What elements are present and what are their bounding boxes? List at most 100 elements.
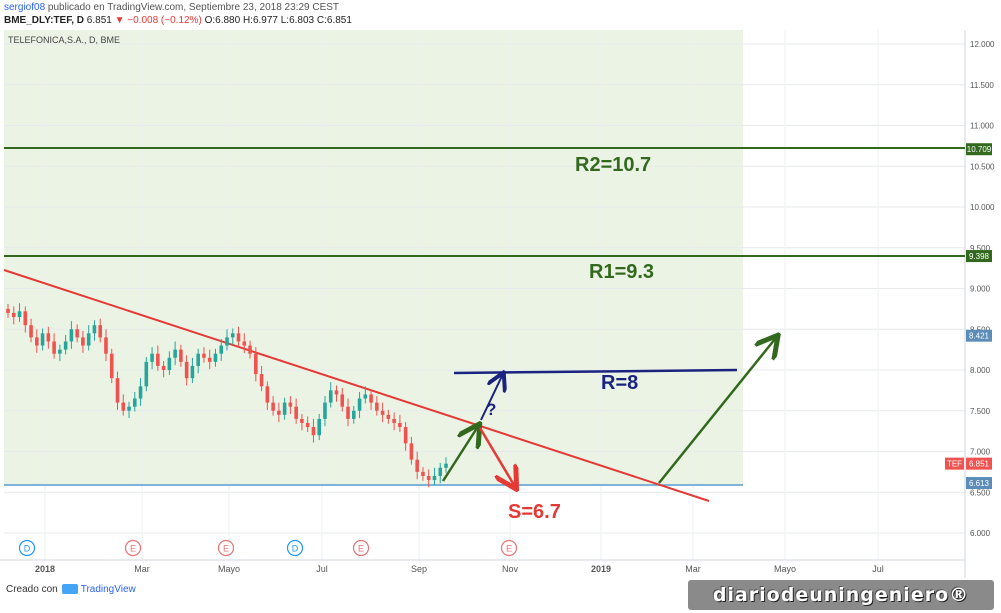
event-marker-label: D [292, 544, 299, 554]
event-marker[interactable] [500, 539, 518, 557]
x-tick-label: Nov [502, 564, 519, 574]
candle-body [357, 398, 362, 411]
publish-text: publicado en TradingView.com, Septiembre… [45, 2, 340, 13]
candle-body [415, 459, 419, 472]
candle-body [40, 333, 45, 346]
price-tags: 10.709 9.398 8.421 6.851 6.613 TEF [945, 143, 992, 490]
candle-body [340, 394, 345, 407]
y-tick-label: 12.000 [970, 40, 995, 49]
candle-body [161, 365, 166, 370]
event-marker[interactable] [18, 539, 36, 557]
candle-body [369, 394, 373, 403]
symbol-tag [945, 457, 964, 470]
candle-body [202, 353, 206, 358]
price-tag [966, 250, 992, 263]
y-tick-label: 10.500 [970, 162, 995, 171]
candle-body [63, 341, 68, 350]
s-annotation: S=6.7 [508, 501, 561, 523]
footer: Creado con TradingView diariodeuningenier… [0, 578, 1001, 613]
y-tick-label: 10.000 [970, 203, 995, 212]
candle-body [213, 353, 218, 362]
author-link[interactable]: sergiof08 [4, 2, 46, 13]
price-tag-label: 6.851 [969, 460, 990, 469]
event-marker-label: E [358, 544, 364, 554]
tradingview-logo-icon [61, 584, 78, 595]
candle-body [248, 345, 252, 354]
x-axis: 2018 Mar Mayo Jul Sep Nov 2019 Mar Mayo Jul [35, 564, 884, 574]
candle-body [288, 402, 293, 407]
candle-body [173, 349, 177, 358]
candle-body [86, 333, 91, 346]
price-chart[interactable]: 12.000 11.500 11.000 10.500 10.000 9.500 9.000… [0, 0, 1001, 578]
last-price: 6.851 [86, 15, 112, 26]
event-marker-label: E [130, 544, 136, 554]
candle-body [17, 311, 22, 318]
candle-body [421, 471, 425, 476]
candle-body [109, 353, 114, 379]
y-tick-label: 7.500 [970, 407, 991, 416]
candle-body [127, 406, 131, 411]
candle-body [271, 402, 275, 411]
candle-body [11, 312, 16, 318]
candle-body [23, 311, 28, 326]
y-tick-label: 11.500 [970, 81, 994, 90]
event-marker[interactable] [217, 539, 235, 557]
y-tick-label: 9.500 [970, 244, 991, 253]
symbol-tag-label: TEF [947, 460, 962, 469]
candle-body [305, 422, 310, 428]
event-marker-label: D [24, 544, 31, 554]
arrow-up-short [441, 428, 477, 482]
x-tick-label: Mayo [218, 564, 240, 574]
r2-annotation: R2=10.7 [575, 154, 651, 176]
x-tick-label: 2018 [35, 564, 55, 574]
candle-body [386, 414, 391, 419]
arrow-question [480, 376, 502, 421]
candle-body [190, 365, 195, 379]
candle-body [409, 443, 414, 460]
candle-body [121, 402, 126, 411]
event-marker[interactable] [286, 539, 304, 557]
candle-body [52, 341, 56, 354]
event-marker[interactable] [124, 539, 142, 557]
y-tick-label: 11.000 [970, 122, 994, 131]
instrument-label: TELEFONICA,S.A., D, BME [8, 35, 120, 45]
ohlc-values: O:6.880 H:6.977 L:6.803 C:6.851 [204, 15, 352, 26]
arrow-up-long [658, 339, 775, 484]
candle-body [242, 341, 247, 346]
candle-body [184, 361, 189, 379]
event-marker[interactable] [352, 539, 370, 557]
candle-body [432, 475, 437, 481]
candle-body [294, 406, 298, 419]
price-tag [966, 143, 992, 156]
candle-body [282, 402, 287, 415]
price-change: ▼ −0.008 (−0.12%) [114, 15, 202, 26]
r-annotation: R=8 [601, 372, 638, 394]
x-tick-label: Sep [411, 564, 427, 574]
candle-body [207, 357, 212, 362]
x-tick-label: 2019 [591, 564, 611, 574]
candle-body [196, 353, 200, 366]
trendline[interactable] [3, 269, 710, 502]
candle-body [46, 333, 51, 342]
candle-body [219, 345, 224, 354]
candle-body [104, 337, 108, 354]
candle-body [392, 418, 396, 423]
candle-body [138, 386, 143, 399]
chart-header: sergiof08 publicado en TradingView.com, … [0, 0, 1001, 28]
price-tag-label: 9.398 [969, 252, 990, 261]
candle-body [29, 325, 33, 338]
candle-body [346, 406, 350, 419]
candle-body [6, 308, 10, 313]
x-tick-label: Jul [316, 564, 328, 574]
price-tag [966, 329, 992, 342]
candle-body [351, 410, 356, 419]
candle-body [426, 475, 431, 481]
candle-body [92, 325, 97, 334]
y-tick-label: 9.000 [970, 285, 991, 294]
candle-body [230, 333, 235, 338]
tradingview-link[interactable]: TradingView [80, 584, 136, 595]
candle-body [58, 349, 62, 354]
event-marker-label: E [223, 544, 229, 554]
candle-body [236, 333, 241, 342]
